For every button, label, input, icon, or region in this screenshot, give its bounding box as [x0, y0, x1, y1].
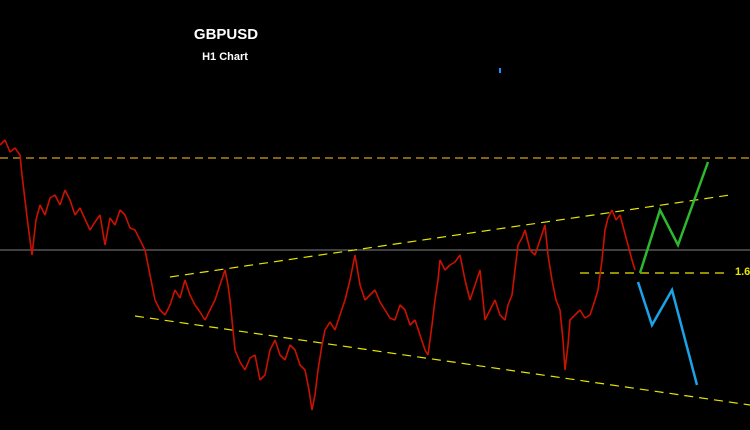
level-label: 1.6: [735, 266, 750, 278]
marker: [499, 68, 501, 73]
chart-subtitle: H1 Chart: [202, 51, 248, 63]
bearish-projection: [636, 281, 699, 386]
chart-title: GBPUSD: [194, 26, 258, 43]
bullish-projection: [638, 161, 710, 274]
upper-trendline: [169, 194, 731, 278]
price-bars: [0, 139, 636, 411]
lower-trendline: [134, 315, 750, 406]
